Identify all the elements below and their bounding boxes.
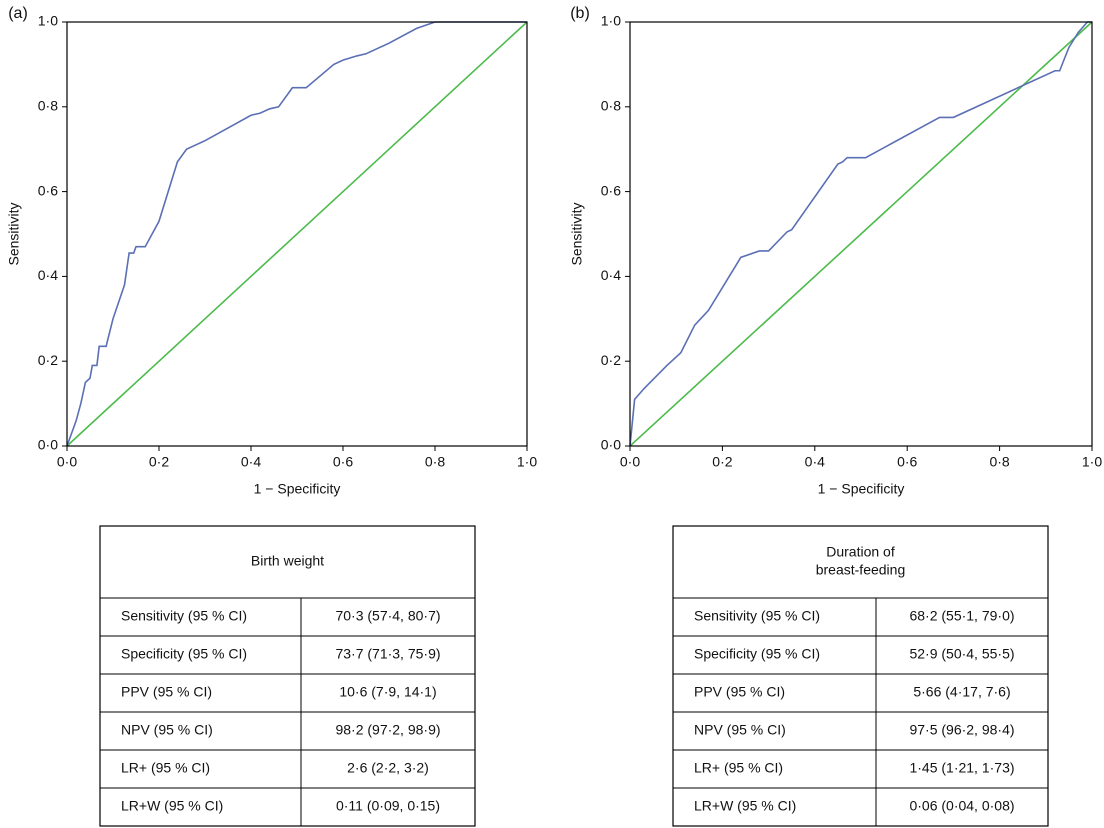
y-tick-label: 0·8	[601, 98, 621, 114]
x-tick-label: 0·4	[805, 454, 825, 470]
row-value: 98·2 (97·2, 98·9)	[335, 722, 440, 738]
y-tick-label: 1·0	[601, 13, 621, 29]
y-tick-label: 0·4	[38, 267, 58, 283]
x-tick-label: 0·0	[620, 454, 640, 470]
row-label: PPV (95 % CI)	[121, 684, 212, 700]
x-tick-label: 0·6	[897, 454, 917, 470]
panel-label: (b)	[570, 5, 590, 22]
row-label: Sensitivity (95 % CI)	[121, 608, 247, 624]
x-tick-label: 0·0	[57, 454, 77, 470]
row-label: LR+W (95 % CI)	[694, 798, 796, 814]
roc-curve	[66, 21, 527, 447]
x-tick-label: 1·0	[517, 454, 537, 470]
row-value: 1·45 (1·21, 1·73)	[909, 760, 1014, 776]
row-value: 0·11 (0·09, 0·15)	[336, 798, 440, 814]
row-label: Specificity (95 % CI)	[121, 646, 247, 662]
y-tick-label: 0·6	[601, 182, 621, 198]
table-header: breast-feeding	[816, 562, 906, 578]
plot-frame	[629, 21, 1093, 447]
row-label: Specificity (95 % CI)	[694, 646, 820, 662]
plot-frame	[66, 21, 528, 447]
x-axis-label: 1 − Specificity	[254, 481, 341, 497]
row-value: 10·6 (7·9, 14·1)	[339, 684, 436, 700]
x-tick-label: 1·0	[1082, 454, 1102, 470]
x-tick-label: 0·2	[149, 454, 169, 470]
x-axis-label: 1 − Specificity	[818, 481, 905, 497]
table-header: Duration of	[826, 544, 895, 560]
y-tick-label: 1·0	[38, 13, 58, 29]
roc-curve	[629, 21, 1092, 447]
row-value: 97·5 (96·2, 98·4)	[909, 722, 1014, 738]
row-label: PPV (95 % CI)	[694, 684, 785, 700]
y-tick-label: 0·2	[601, 352, 621, 368]
row-label: Sensitivity (95 % CI)	[694, 608, 820, 624]
row-label: LR+ (95 % CI)	[694, 760, 783, 776]
x-tick-label: 0·2	[712, 454, 732, 470]
y-axis-label: Sensitivity	[569, 202, 585, 265]
y-tick-label: 0·0	[38, 437, 58, 453]
row-value: 52·9 (50·4, 55·5)	[909, 646, 1014, 662]
row-label: NPV (95 % CI)	[121, 722, 213, 738]
table-frame	[99, 525, 476, 827]
row-label: LR+ (95 % CI)	[121, 760, 210, 776]
row-value: 68·2 (55·1, 79·0)	[909, 608, 1014, 624]
table-header: Birth weight	[251, 553, 324, 569]
roc-curve	[629, 21, 1093, 447]
row-value: 2·6 (2·2, 3·2)	[347, 760, 429, 776]
row-value: 5·66 (4·17, 7·6)	[913, 684, 1010, 700]
x-tick-label: 0·6	[333, 454, 353, 470]
x-tick-label: 0·8	[989, 454, 1009, 470]
y-tick-label: 0·4	[601, 267, 621, 283]
y-tick-label: 0·2	[38, 352, 58, 368]
x-tick-label: 0·4	[241, 454, 261, 470]
row-value: 0·06 (0·04, 0·08)	[909, 798, 1014, 814]
roc-curve	[66, 21, 528, 447]
y-tick-label: 0·6	[38, 182, 58, 198]
y-axis-label: Sensitivity	[6, 202, 22, 265]
x-tick-label: 0·8	[425, 454, 445, 470]
row-label: LR+W (95 % CI)	[121, 798, 223, 814]
y-tick-label: 0·8	[38, 98, 58, 114]
row-label: NPV (95 % CI)	[694, 722, 786, 738]
y-tick-label: 0·0	[601, 437, 621, 453]
row-value: 73·7 (71·3, 75·9)	[335, 646, 440, 662]
row-value: 70·3 (57·4, 80·7)	[335, 608, 440, 624]
table-frame	[672, 525, 1049, 827]
panel-label: (a)	[8, 5, 28, 22]
